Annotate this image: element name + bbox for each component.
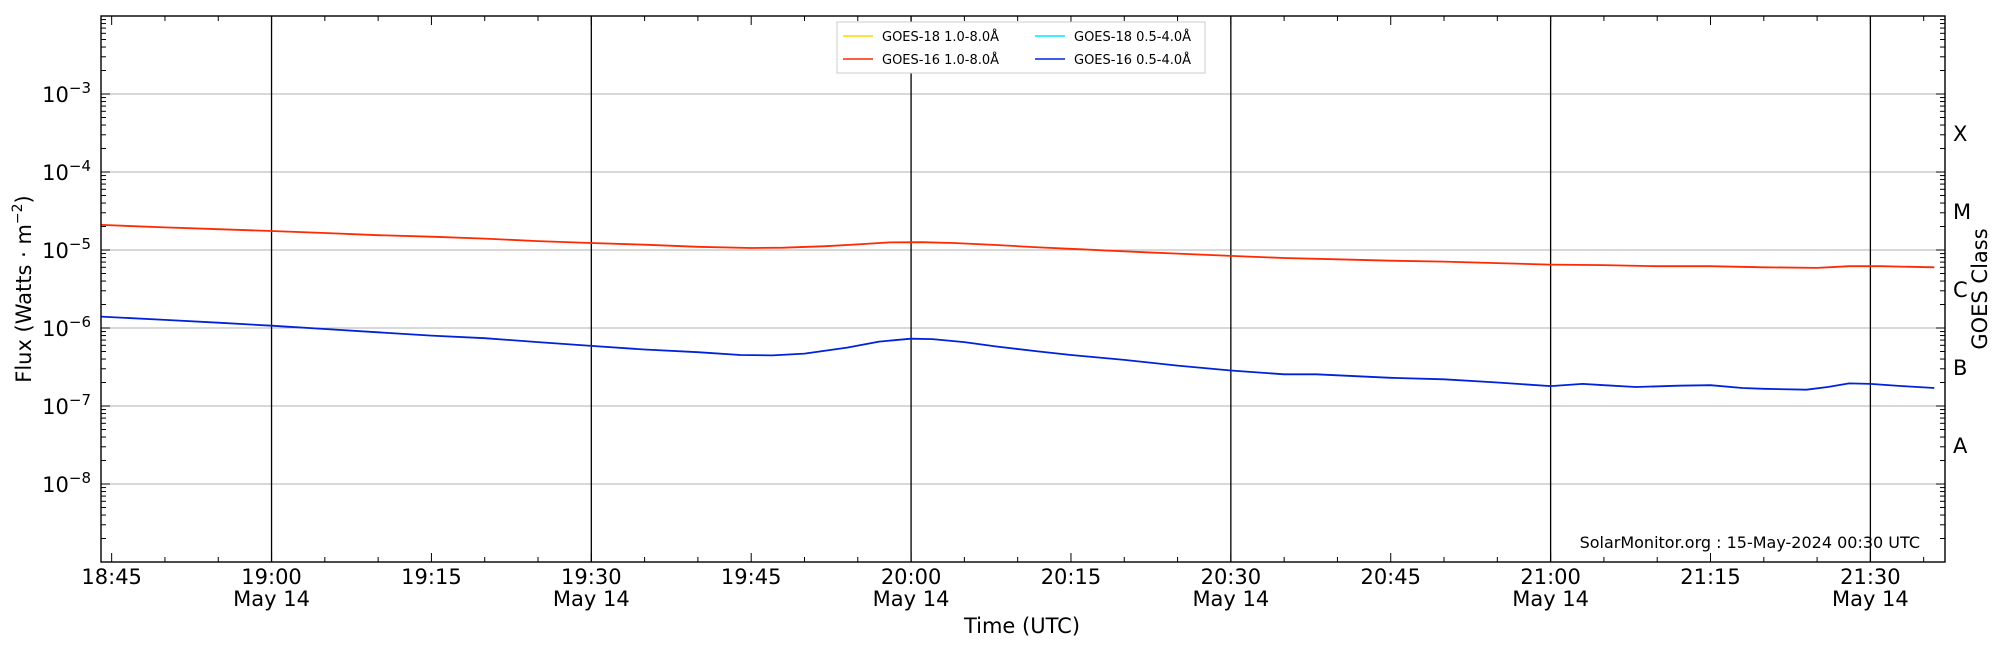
y-axis-title-main: Flux (Watts · m: [12, 224, 36, 383]
x-tick-label-date: May 14: [233, 587, 310, 611]
y-tick-labels: 10−810−710−610−510−410−3: [42, 79, 91, 497]
y-tick-exponent: −6: [69, 313, 91, 331]
plot-frame: [100, 15, 1946, 563]
y-tick-label: 10−6: [42, 313, 91, 341]
legend-label-goes18-short: GOES-18 0.5-4.0Å: [1074, 29, 1191, 45]
goes-class-label: A: [1953, 434, 1968, 458]
goes-class-label: X: [1953, 122, 1967, 146]
legend-box: [836, 21, 1206, 74]
goes-class-label: M: [1953, 200, 1971, 224]
y-tick-label: 10−5: [42, 235, 91, 263]
x-tick-label-time: 21:00: [1520, 565, 1581, 589]
x-tick-label-date: May 14: [1832, 587, 1909, 611]
gridlines: [101, 93, 1945, 485]
x-tick-label-time: 20:30: [1201, 565, 1262, 589]
y-tick-base: 10: [42, 161, 69, 185]
axis-ticks: [101, 16, 1945, 563]
y-axis-title-exponent: −2: [10, 203, 26, 224]
right-axis-title: GOES Class: [1968, 228, 1992, 349]
x-tick-label-date: May 14: [553, 587, 630, 611]
y-tick-base: 10: [42, 473, 69, 497]
y-tick-exponent: −8: [69, 469, 91, 487]
goes-class-labels: A B C M X: [1953, 122, 1971, 458]
day-marker-lines: [270, 16, 1872, 562]
series-line-goes16-long: [100, 224, 1935, 269]
x-tick-label-date: May 14: [873, 587, 950, 611]
y-tick-exponent: −3: [69, 79, 91, 97]
x-tick-label-time: 20:00: [881, 565, 942, 589]
goes-class-label: B: [1953, 356, 1967, 380]
y-tick-label: 10−8: [42, 469, 91, 497]
y-tick-label: 10−7: [42, 391, 91, 419]
series-line-goes16-short: [100, 315, 1935, 391]
y-tick-exponent: −5: [69, 235, 91, 253]
y-tick-exponent: −7: [69, 391, 91, 409]
y-tick-base: 10: [42, 317, 69, 341]
y-axis-title-suffix: ): [12, 195, 36, 203]
x-tick-label-time: 19:30: [561, 565, 622, 589]
y-tick-label: 10−4: [42, 157, 91, 185]
x-tick-label-date: May 14: [1512, 587, 1589, 611]
y-tick-base: 10: [42, 83, 69, 107]
legend-label-goes16-long: GOES-16 1.0-8.0Å: [882, 52, 999, 68]
legend-label-goes16-short: GOES-16 0.5-4.0Å: [1074, 52, 1191, 68]
x-tick-label-time: 20:15: [1041, 565, 1102, 589]
y-axis-title: Flux (Watts · m−2): [10, 195, 36, 383]
y-tick-label: 10−3: [42, 79, 91, 107]
goes-class-label: C: [1953, 278, 1968, 302]
legend: GOES-18 1.0-8.0Å GOES-18 0.5-4.0Å GOES-1…: [836, 21, 1206, 74]
x-tick-label-time: 19:15: [401, 565, 462, 589]
x-tick-label-date: May 14: [1192, 587, 1269, 611]
x-tick-label-time: 19:00: [241, 565, 302, 589]
data-series: [100, 224, 1935, 391]
y-tick-base: 10: [42, 239, 69, 263]
source-annotation: SolarMonitor.org : 15-May-2024 00:30 UTC: [1580, 533, 1920, 552]
legend-label-goes18-long: GOES-18 1.0-8.0Å: [882, 29, 999, 45]
x-tick-label-time: 19:45: [721, 565, 782, 589]
y-tick-exponent: −4: [69, 157, 91, 175]
x-axis-title: Time (UTC): [963, 614, 1080, 638]
x-tick-label-time: 18:45: [81, 565, 142, 589]
x-tick-label-time: 21:15: [1680, 565, 1741, 589]
x-tick-label-time: 20:45: [1360, 565, 1421, 589]
x-tick-label-time: 21:30: [1840, 565, 1901, 589]
y-tick-base: 10: [42, 395, 69, 419]
